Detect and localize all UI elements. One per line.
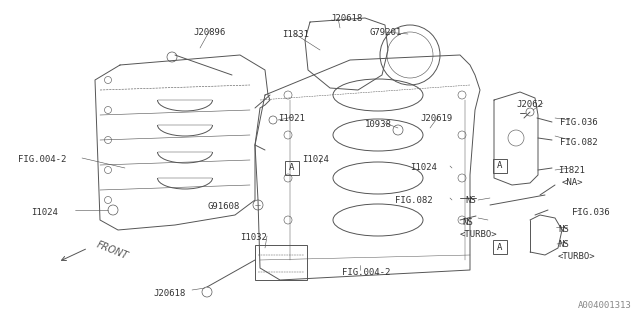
Text: A: A [497, 162, 502, 171]
Text: NS: NS [462, 218, 473, 227]
Text: J2062: J2062 [516, 100, 543, 109]
Text: I1831: I1831 [282, 30, 309, 39]
Text: I1024: I1024 [302, 155, 329, 164]
Text: NS: NS [465, 196, 476, 205]
Bar [493, 240, 507, 254]
Text: FRONT: FRONT [95, 239, 129, 261]
Text: FIG.004-2: FIG.004-2 [18, 155, 67, 164]
Bar [285, 161, 299, 175]
Text: I1024: I1024 [31, 208, 58, 217]
Text: G91608: G91608 [208, 202, 240, 211]
Text: J20618: J20618 [153, 289, 185, 298]
Text: A: A [497, 243, 502, 252]
Bar [255, 245, 307, 280]
Text: J20896: J20896 [193, 28, 225, 37]
Text: I1821: I1821 [558, 166, 585, 175]
Text: J20619: J20619 [420, 114, 452, 123]
Text: I1021: I1021 [278, 114, 305, 123]
Text: I1024: I1024 [410, 163, 437, 172]
Text: FIG.036: FIG.036 [572, 208, 610, 217]
Text: FIG.036: FIG.036 [560, 118, 598, 127]
Text: A: A [289, 164, 294, 172]
Text: FIG.082: FIG.082 [395, 196, 433, 205]
Text: J20618: J20618 [330, 14, 362, 23]
Text: <TURBO>: <TURBO> [558, 252, 596, 261]
Text: A004001313: A004001313 [579, 301, 632, 310]
Text: FIG.082: FIG.082 [560, 138, 598, 147]
Text: I1032: I1032 [240, 233, 267, 242]
Text: NS: NS [558, 240, 569, 249]
Text: NS: NS [558, 225, 569, 234]
Text: G79201: G79201 [370, 28, 403, 37]
Text: <TURBO>: <TURBO> [460, 230, 498, 239]
Text: 10938: 10938 [365, 120, 392, 129]
Text: <NA>: <NA> [562, 178, 584, 187]
Bar [493, 159, 507, 173]
Text: FIG.004-2: FIG.004-2 [342, 268, 390, 277]
